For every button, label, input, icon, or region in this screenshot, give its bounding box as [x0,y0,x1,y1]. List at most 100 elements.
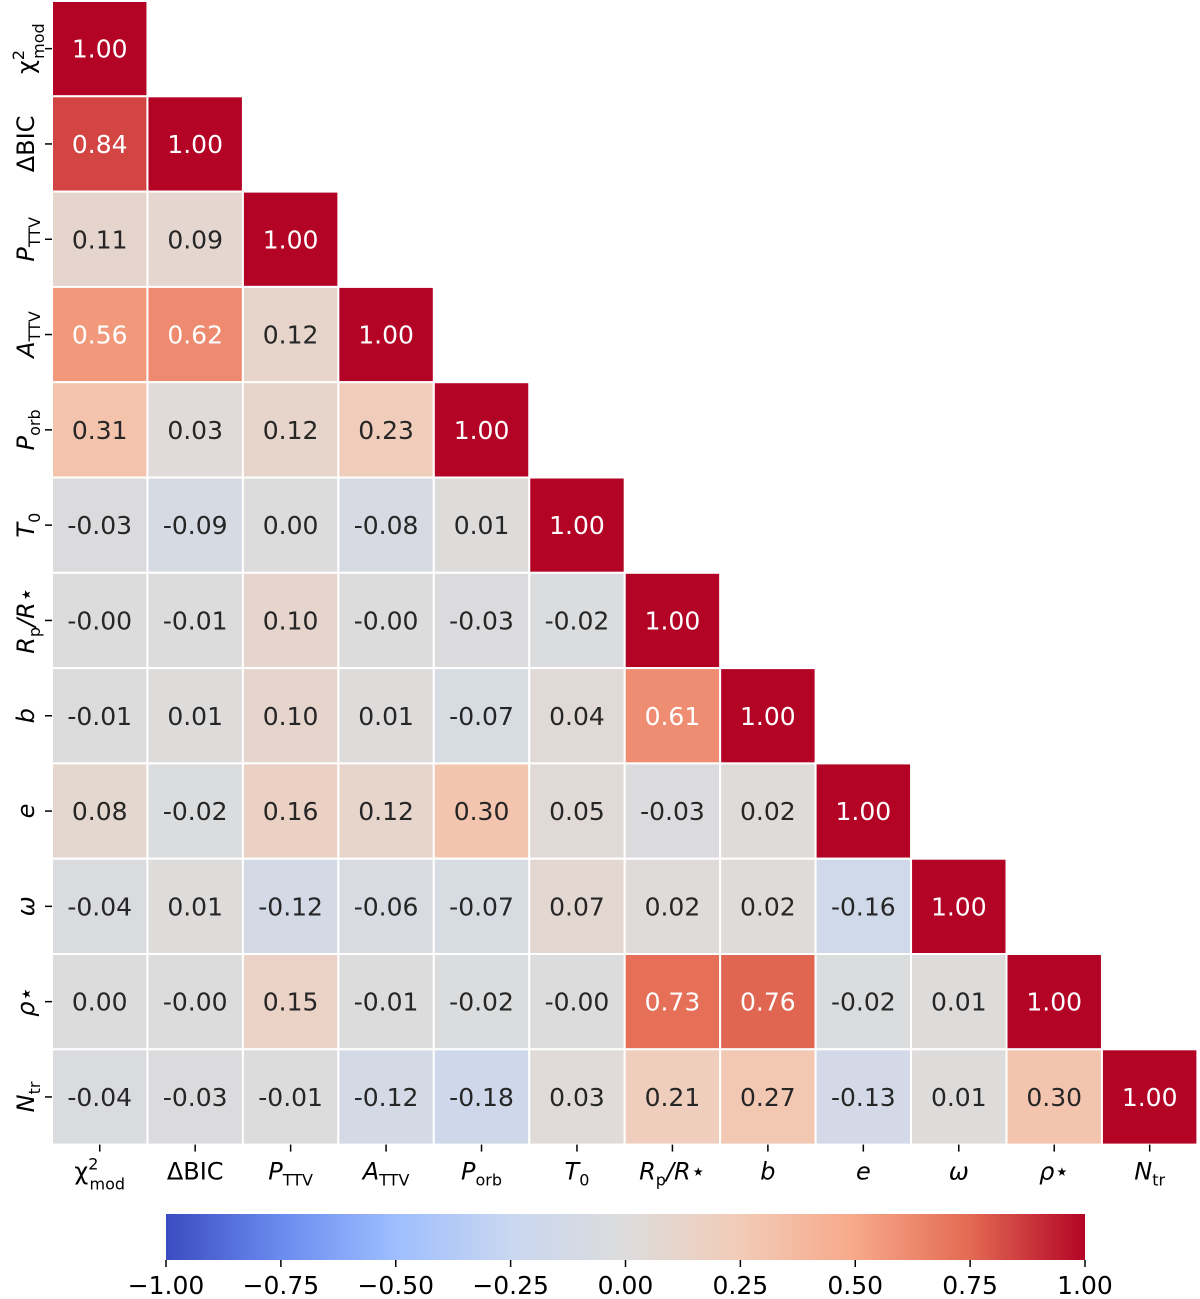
cell-rect [337,857,435,956]
heatmap-cell: -0.03 [146,1048,244,1146]
cell-rect [814,953,913,1051]
cell-rect [51,1048,149,1146]
heatmap-cell: -0.09 [146,476,244,574]
cell-value-label: -0.00 [545,988,610,1017]
cell-rect [719,1048,817,1146]
cell-rect [241,476,340,574]
cell-value-label: -0.01 [67,702,132,731]
heatmap-cell: -0.12 [241,857,340,956]
cell-value-label: -0.01 [258,1083,323,1112]
heatmap-cell: 1.00 [623,571,722,670]
heatmap-cell: 0.01 [337,667,435,765]
x-tick-label: b [760,1158,775,1186]
cell-value-label: -0.03 [163,1083,228,1112]
cell-rect [623,762,722,860]
cell-value-label: 0.30 [1026,1083,1082,1112]
heatmap-cell: 0.56 [51,285,149,384]
cell-value-label: -0.01 [354,988,419,1017]
cell-value-label: 0.01 [358,702,414,731]
cell-value-label: 0.11 [72,225,128,254]
cell-rect [51,857,149,956]
y-tick-label: ATTV [12,311,44,360]
cell-value-label: 0.56 [72,321,128,350]
heatmap-cell: -0.12 [337,1048,435,1146]
cell-value-label: 0.15 [263,988,319,1017]
colorbar-gradient [166,1214,1085,1260]
cell-value-label: -0.02 [831,988,896,1017]
cell-value-label: 0.01 [454,511,510,540]
x-axis-labels: χ2 mod ΔBIC PTTV ATTV Porb T0 Rp/R⋆ b e ω ρ⋆ Ntr [74,1144,1165,1194]
cell-rect [337,285,435,384]
y-tick-label: b [12,708,40,723]
heatmap-cell: 0.12 [241,381,340,479]
heatmap-cell: 0.30 [1005,1048,1103,1146]
cell-rect [241,762,340,860]
cell-value-label: -0.06 [354,892,419,921]
cell-value-label: -0.03 [449,606,514,635]
cell-rect [623,1048,722,1146]
heatmap-cell: 0.12 [337,762,435,860]
x-tick-label: ΔBIC [167,1158,224,1186]
cell-value-label: -0.00 [67,606,132,635]
heatmap-cell: 1.00 [241,190,340,288]
y-tick-label: PTTV [12,217,44,262]
heatmap-cell: 0.11 [51,190,149,288]
cell-value-label: 0.61 [645,702,701,731]
colorbar: −1.00 −0.75 −0.50 −0.25 0.00 0.25 0.50 0.75 1.00 [128,1214,1113,1299]
heatmap-cell: -0.03 [432,571,531,670]
cell-value-label: 0.05 [549,797,605,826]
cell-value-label: 0.03 [167,416,223,445]
cell-value-label: -0.02 [545,606,610,635]
cell-rect [146,571,244,670]
cell-value-label: -0.02 [449,988,514,1017]
y-tick-label: Porb [12,409,44,450]
cell-value-label: -0.03 [67,511,132,540]
cell-value-label: 0.23 [358,416,414,445]
heatmap-cell: 0.00 [51,953,149,1051]
cell-value-label: -0.04 [67,1083,132,1112]
x-tick-label: T0 [565,1158,590,1190]
heatmap-cell: 0.02 [623,857,722,956]
heatmap-cell: -0.06 [337,857,435,956]
cell-rect [51,667,149,765]
heatmap-cell: -0.03 [623,762,722,860]
cell-rect [910,857,1008,956]
cell-rect [241,857,340,956]
heatmap-cell: 1.00 [146,95,244,193]
y-tick-label: Ntr [12,1081,44,1112]
heatmap-cell: -0.01 [241,1048,340,1146]
cell-value-label: 0.12 [358,797,414,826]
heatmap-cell: 1.00 [719,667,817,765]
cell-value-label: 1.00 [1122,1083,1178,1112]
x-tick-label: ω [949,1158,969,1186]
cell-value-label: 0.01 [167,702,223,731]
heatmap-cell: 0.02 [719,857,817,956]
cell-value-label: 0.00 [263,511,319,540]
cell-rect [528,953,626,1051]
cell-rect [241,667,340,765]
cell-rect [337,762,435,860]
cell-value-label: 0.03 [549,1083,605,1112]
cell-rect [146,285,244,384]
cell-value-label: -0.07 [449,892,514,921]
cell-rect [146,857,244,956]
heatmap-cell: 0.05 [528,762,626,860]
cell-value-label: 0.07 [549,892,605,921]
cell-rect [814,857,913,956]
cell-value-label: 0.21 [645,1083,701,1112]
colorbar-tick-label: 0.25 [713,1271,769,1299]
heatmap-cell: -0.00 [337,571,435,670]
cell-value-label: 1.00 [645,606,701,635]
heatmap-cell: 0.21 [623,1048,722,1146]
cell-value-label: 0.02 [740,892,796,921]
cell-rect [337,476,435,574]
cell-value-label: 0.31 [72,416,128,445]
cell-value-label: 0.01 [167,892,223,921]
heatmap-cell: 0.27 [719,1048,817,1146]
cell-rect [146,476,244,574]
cell-value-label: 1.00 [835,797,891,826]
heatmap-cell: 1.00 [51,0,149,98]
cell-value-label: 1.00 [740,702,796,731]
cell-value-label: 1.00 [72,35,128,64]
